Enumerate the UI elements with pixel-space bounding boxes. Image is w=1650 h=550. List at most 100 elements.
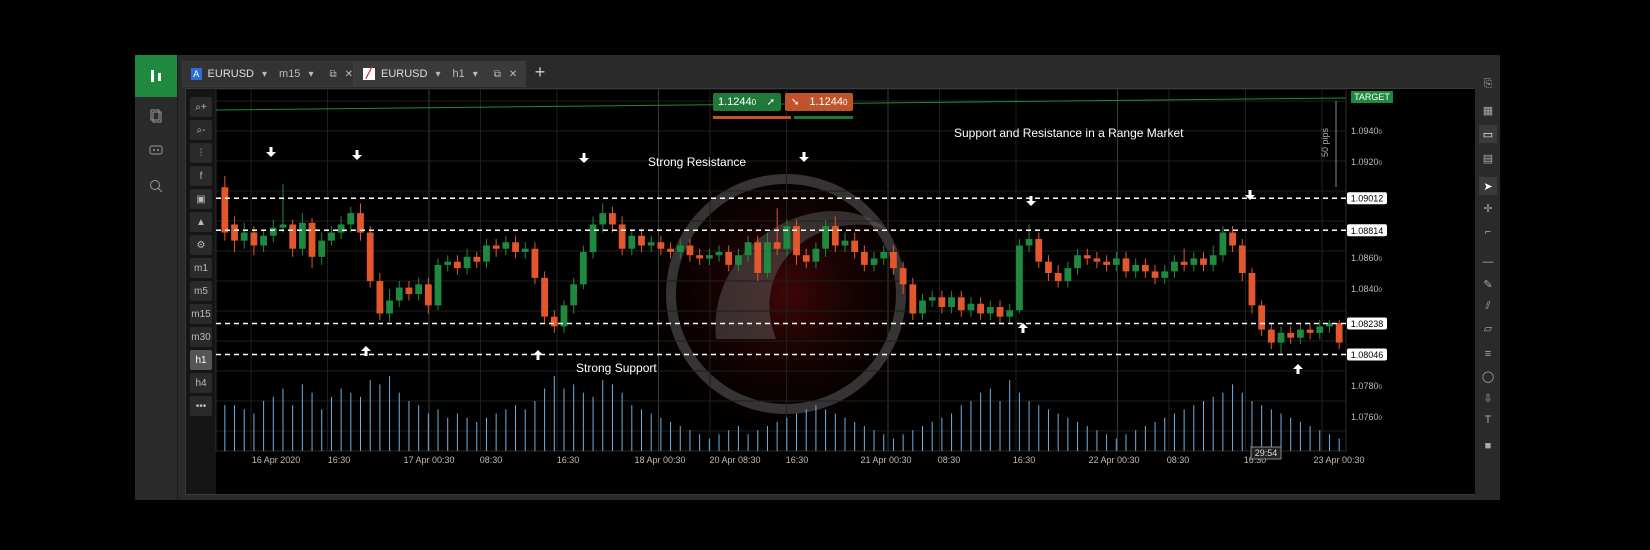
- x-tick-label: 08:30: [480, 455, 503, 465]
- ellipse-icon[interactable]: ◯: [1481, 370, 1495, 383]
- candle: [357, 213, 364, 233]
- timeframe-h4[interactable]: h4: [190, 373, 212, 393]
- y-tick-label: 1.08400: [1351, 284, 1383, 294]
- buy-button[interactable]: ➘ 1.1244 0: [785, 93, 853, 111]
- candle: [1306, 329, 1314, 333]
- tab-timeframe: h1: [452, 68, 465, 80]
- candle: [1103, 261, 1110, 265]
- candle: [289, 224, 297, 249]
- chart-type-icon[interactable]: ⫶: [190, 143, 212, 163]
- sell-button[interactable]: 1.1244 0 ➚: [713, 93, 781, 111]
- candle: [928, 297, 936, 301]
- buy-price: 1.1244: [809, 96, 844, 108]
- chevron-down-icon[interactable]: ▾: [262, 68, 268, 80]
- arrow-icon[interactable]: ⇩: [1483, 392, 1493, 405]
- rectangle-icon[interactable]: ■: [1484, 440, 1492, 452]
- candle: [609, 213, 616, 225]
- hline-icon[interactable]: —: [1482, 256, 1494, 268]
- title-annotation: Support and Resistance in a Range Market: [954, 126, 1184, 140]
- zoom-out-icon[interactable]: ⌕-: [190, 120, 212, 140]
- parallel-icon[interactable]: ▱: [1483, 322, 1493, 335]
- left-sidebar: [135, 55, 178, 500]
- x-tick-label: 16:30: [786, 455, 809, 465]
- tab-eurusd-h1[interactable]: ╱ EURUSD ▾ h1 ▾ ⧉ ✕: [354, 61, 526, 87]
- candle: [599, 213, 607, 225]
- candle: [473, 256, 481, 262]
- timeframe-h1[interactable]: h1: [190, 350, 212, 370]
- arrow-down-icon: [1245, 190, 1255, 200]
- candle: [628, 235, 636, 249]
- x-tick-label: 23 Apr 00:30: [1313, 455, 1364, 465]
- layout-icon[interactable]: ▤: [1482, 152, 1494, 165]
- candle: [909, 284, 917, 314]
- level-price-badge: [1347, 192, 1387, 205]
- zoom-in-icon[interactable]: ⌕+: [190, 97, 212, 117]
- candle: [1045, 261, 1052, 273]
- close-icon[interactable]: ✕: [344, 68, 353, 80]
- x-tick-label: 16:30: [328, 455, 351, 465]
- x-tick-label: 17 Apr 00:30: [403, 455, 454, 465]
- candle: [822, 226, 829, 249]
- candle: [705, 255, 713, 259]
- candle: [870, 258, 878, 265]
- popout-icon[interactable]: ⧉: [329, 68, 337, 80]
- settings-icon[interactable]: ⚙: [190, 235, 212, 255]
- candle: [492, 245, 500, 249]
- candle: [1151, 271, 1159, 278]
- timeframe-m1[interactable]: m1: [190, 258, 212, 278]
- timeframe-m15[interactable]: m15: [190, 304, 212, 324]
- countdown-label: 29:54: [1255, 448, 1278, 458]
- add-tab-button[interactable]: +: [534, 62, 546, 82]
- target-line: [215, 97, 1347, 111]
- robot-icon[interactable]: ▣: [190, 189, 212, 209]
- close-icon[interactable]: ✕: [508, 68, 518, 80]
- anchor-icon[interactable]: ⌐: [1484, 226, 1492, 238]
- chart-area[interactable]: ⌕+ ⌕- ⫶ f ▣ ▲ ⚙ m1 m5 m15 m30 h1 h4 ••• 1.09012 1.0881…: [185, 88, 1490, 495]
- trade-panel: 1.1244 0 ➚ ➘ 1.1244 0: [713, 93, 853, 121]
- more-icon[interactable]: •••: [190, 396, 212, 416]
- x-tick-label: 16:30: [557, 455, 580, 465]
- candle: [1025, 239, 1033, 246]
- cursor-icon[interactable]: ➤: [1479, 177, 1497, 195]
- sell-price: 1.1244: [718, 96, 752, 108]
- chevron-down-icon[interactable]: ▾: [435, 68, 441, 80]
- candle: [502, 242, 510, 249]
- robot-icon[interactable]: [143, 137, 169, 163]
- candle: [434, 264, 442, 306]
- candle: [957, 297, 965, 311]
- arrow-up-icon: [361, 346, 371, 356]
- candle: [1016, 245, 1023, 311]
- text-icon[interactable]: T: [1484, 414, 1492, 426]
- indicators-icon[interactable]: ▲: [190, 212, 212, 232]
- candle: [570, 284, 578, 306]
- fib-icon[interactable]: ≡: [1484, 348, 1492, 360]
- candle: [1093, 258, 1101, 262]
- chevron-down-icon[interactable]: ▾: [308, 68, 314, 80]
- chart-icon[interactable]: [135, 55, 177, 97]
- candle: [1209, 255, 1217, 265]
- facebook-icon[interactable]: f: [190, 166, 212, 186]
- candle: [589, 224, 597, 252]
- copy-icon[interactable]: [143, 103, 169, 129]
- candle: [686, 245, 694, 256]
- candle: [250, 232, 258, 246]
- search-chart-icon[interactable]: [143, 173, 169, 199]
- tab-eurusd-m15[interactable]: A EURUSD ▾ m15 ▾ ⧉ ✕: [182, 61, 354, 87]
- candle: [986, 306, 994, 314]
- arrow-up-icon: [1018, 323, 1028, 333]
- candle: [279, 224, 287, 228]
- candle: [550, 316, 558, 327]
- panel-icon[interactable]: ⎘: [1483, 77, 1493, 90]
- window-icon[interactable]: ▭: [1479, 125, 1497, 143]
- timeframe-m30[interactable]: m30: [190, 327, 212, 347]
- crosshair-icon[interactable]: ✛: [1483, 202, 1493, 215]
- channel-icon[interactable]: ⫽: [1485, 299, 1491, 312]
- timeframe-m5[interactable]: m5: [190, 281, 212, 301]
- arrow-down-icon: [352, 150, 362, 160]
- popout-icon[interactable]: ⧉: [493, 68, 501, 80]
- candle: [667, 248, 674, 252]
- chevron-down-icon[interactable]: ▾: [472, 68, 478, 80]
- price-chart[interactable]: 1.09012 1.08814 1.08238 1.08046 1.09400 1.09…: [186, 89, 1489, 494]
- grid-icon[interactable]: ▦: [1482, 104, 1494, 117]
- pen-icon[interactable]: ✎: [1483, 278, 1493, 291]
